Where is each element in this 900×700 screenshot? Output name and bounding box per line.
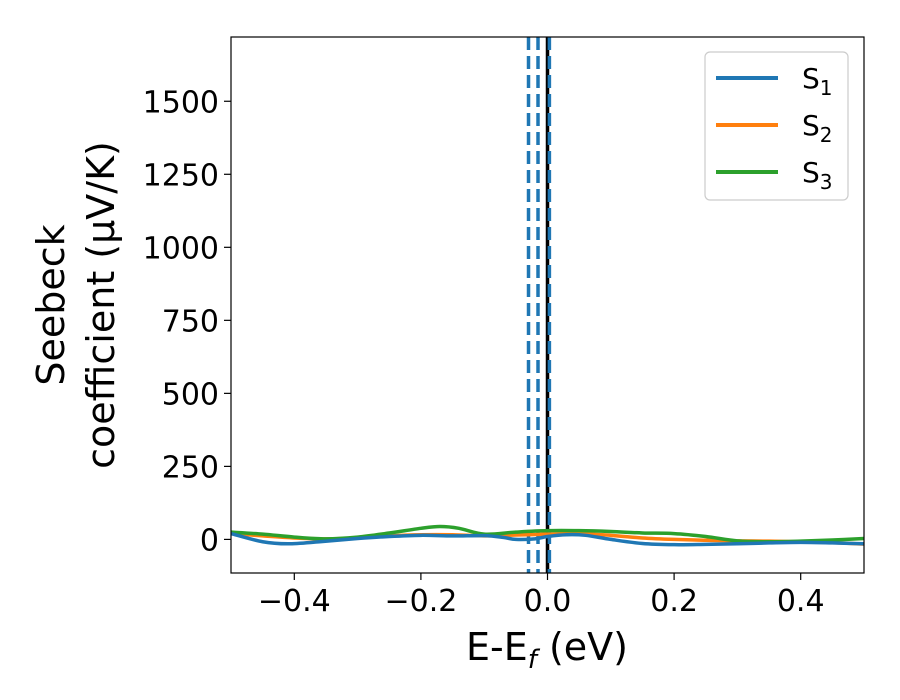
legend: S1 S2 S3: [704, 51, 849, 201]
y-axis-label: Seebeck coefficient (μV/K): [29, 141, 123, 469]
y-tick-label: 250: [162, 450, 219, 485]
legend-label: S2: [802, 109, 833, 147]
x-tick-label: −0.4: [258, 584, 331, 619]
series-line-s1: [231, 531, 864, 547]
x-tick-label: 0.0: [524, 584, 572, 619]
x-axis-ticks: −0.4 −0.2 0.0 0.2 0.4: [258, 573, 825, 619]
legend-label: S1: [802, 62, 833, 100]
series-layer: [231, 524, 864, 547]
x-axis-label-main: E-E: [466, 625, 528, 669]
y-tick-label: 1500: [143, 85, 219, 120]
x-tick-label: 0.2: [650, 584, 698, 619]
x-tick-label: 0.4: [777, 584, 825, 619]
vertical-marker-lines: [526, 37, 552, 573]
y-tick-label: 1000: [143, 231, 219, 266]
y-tick-label: 750: [162, 304, 219, 339]
x-tick-label: −0.2: [384, 584, 457, 619]
y-axis-label-line2: coefficient (μV/K): [79, 141, 123, 469]
y-axis-ticks: 0 250 500 750 1000 1250 1500: [143, 85, 231, 558]
legend-label: S3: [802, 156, 833, 194]
y-tick-label: 500: [162, 377, 219, 412]
y-tick-label: 0: [200, 523, 219, 558]
x-axis-label-suffix: (eV): [537, 625, 628, 669]
y-axis-label-line1: Seebeck: [29, 224, 73, 385]
y-tick-label: 1250: [143, 158, 219, 193]
x-axis-label: E-Ef (eV): [466, 625, 628, 675]
